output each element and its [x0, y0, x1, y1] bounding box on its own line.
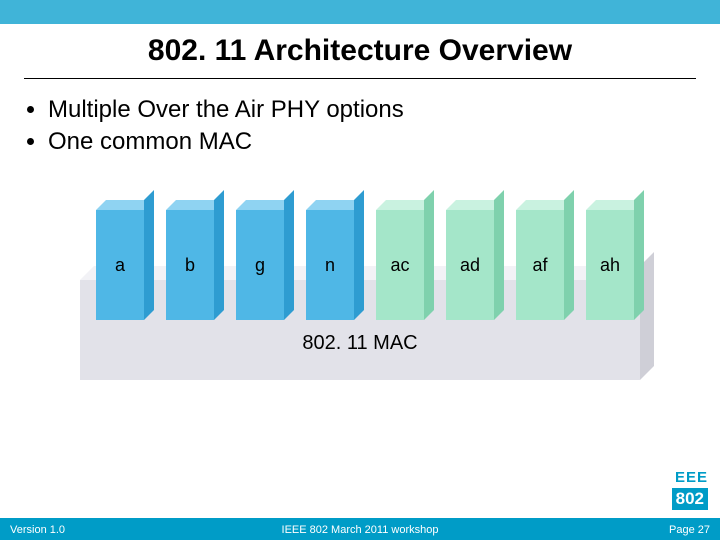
ieee-802-logo: EEE 802	[648, 469, 708, 510]
header-bar	[0, 0, 720, 24]
phy-bar-label: g	[255, 255, 265, 276]
phy-bar-ac: ac	[376, 210, 424, 320]
phy-bar-label: ac	[390, 255, 409, 276]
phy-bar-label: ah	[600, 255, 620, 276]
phy-bar-label: ad	[460, 255, 480, 276]
phy-bar-label: a	[115, 255, 125, 276]
slide-title: 802. 11 Architecture Overview	[0, 34, 720, 68]
bullet-item: One common MAC	[48, 126, 404, 158]
slide: 802. 11 Architecture Overview Multiple O…	[0, 0, 720, 540]
bullet-list: Multiple Over the Air PHY options One co…	[28, 94, 404, 159]
footer-page: Page 27	[669, 524, 710, 536]
logo-top-text: EEE	[648, 469, 708, 486]
phy-bar-label: af	[532, 255, 547, 276]
footer-workshop: IEEE 802 March 2011 workshop	[0, 524, 720, 536]
title-underline	[24, 78, 696, 79]
phy-bar-label: b	[185, 255, 195, 276]
mac-label: 802. 11 MAC	[80, 332, 640, 355]
bullet-item: Multiple Over the Air PHY options	[48, 94, 404, 126]
architecture-diagram: 802. 11 MAC a b g n ac ad af ah	[60, 210, 660, 400]
phy-bar-label: n	[325, 255, 335, 276]
phy-bar-n: n	[306, 210, 354, 320]
phy-bar-g: g	[236, 210, 284, 320]
phy-bar-a: a	[96, 210, 144, 320]
phy-bar-ah: ah	[586, 210, 634, 320]
logo-bottom-text: 802	[672, 488, 708, 510]
phy-bar-b: b	[166, 210, 214, 320]
phy-bar-af: af	[516, 210, 564, 320]
phy-bar-ad: ad	[446, 210, 494, 320]
